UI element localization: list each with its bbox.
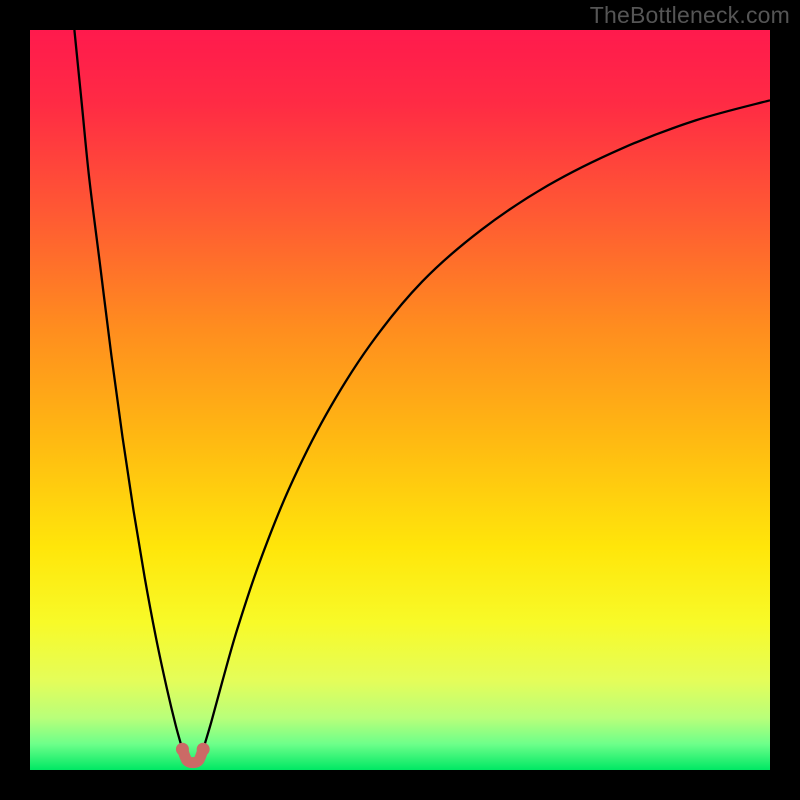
highlight-end-marker — [197, 743, 210, 756]
bottleneck-chart — [0, 0, 800, 800]
chart-container: TheBottleneck.com — [0, 0, 800, 800]
highlight-start-marker — [176, 743, 189, 756]
plot-background — [30, 30, 770, 770]
watermark-label: TheBottleneck.com — [590, 2, 790, 29]
